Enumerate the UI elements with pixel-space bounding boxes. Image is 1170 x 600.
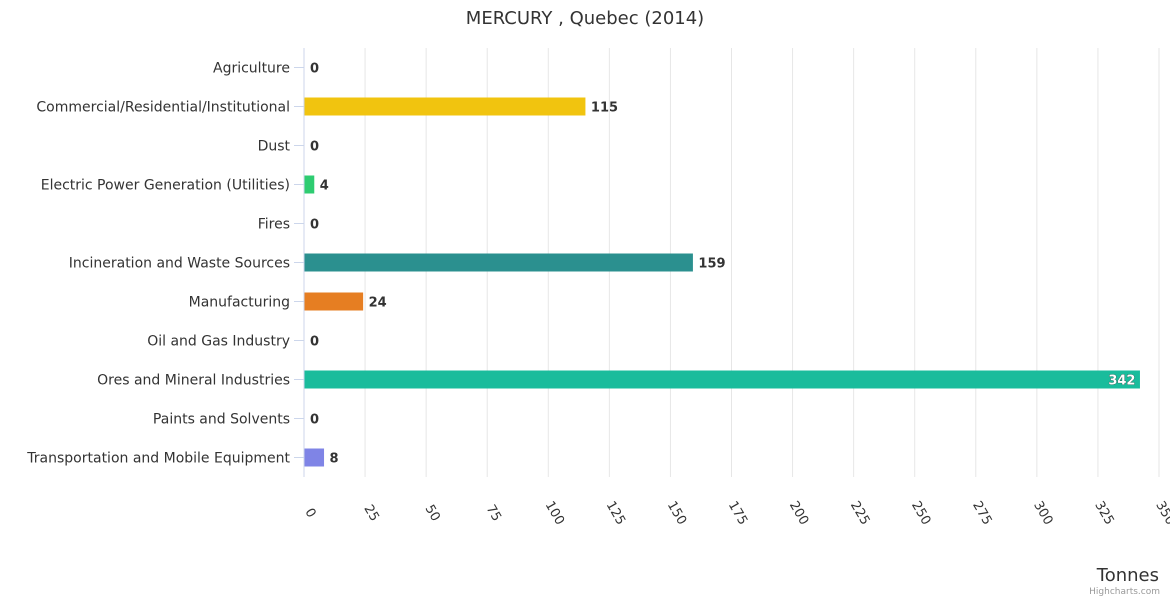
- tick-label: 200: [786, 499, 811, 528]
- data-label: 0: [310, 218, 319, 233]
- data-label: 4: [320, 179, 329, 194]
- bar-series: [304, 97, 1140, 467]
- category-label: Electric Power Generation (Utilities): [41, 178, 290, 194]
- tick-label: 350: [1152, 499, 1170, 528]
- category-label: Oil and Gas Industry: [147, 334, 290, 350]
- data-label: 115: [591, 101, 618, 116]
- category-label: Transportation and Mobile Equipment: [26, 451, 290, 467]
- tick-label: 275: [969, 499, 994, 528]
- tick-label: 100: [542, 499, 567, 528]
- bar[interactable]: [304, 97, 586, 116]
- data-label: 0: [310, 413, 319, 428]
- bar[interactable]: [304, 253, 693, 272]
- category-label: Manufacturing: [189, 295, 290, 311]
- bar[interactable]: [304, 370, 1140, 389]
- category-label: Incineration and Waste Sources: [69, 256, 290, 272]
- data-label: 0: [310, 140, 319, 155]
- value-tick-labels: 0 25 50 75 100 125 150 175 200 225 250 275 300 325 350: [301, 499, 1170, 528]
- category-labels: Agriculture Commercial/Residential/Instit…: [26, 61, 304, 467]
- category-label: Ores and Mineral Industries: [97, 373, 290, 389]
- credits-link[interactable]: Highcharts.com: [1089, 587, 1160, 597]
- bar[interactable]: [304, 292, 364, 311]
- tick-label: 125: [603, 499, 628, 528]
- tick-label: 25: [360, 502, 381, 524]
- data-label: 24: [369, 296, 387, 311]
- tick-label: 50: [422, 502, 443, 524]
- data-label: 159: [698, 257, 725, 272]
- category-label: Agriculture: [213, 61, 290, 77]
- category-label: Paints and Solvents: [153, 412, 290, 428]
- category-label: Fires: [258, 217, 290, 233]
- bar[interactable]: [304, 175, 315, 194]
- bar[interactable]: [304, 448, 325, 467]
- value-axis-title: Tonnes: [1096, 565, 1159, 586]
- tick-label: 225: [847, 499, 872, 528]
- tick-label: 175: [725, 499, 750, 528]
- data-label: 8: [330, 452, 339, 467]
- tick-label: 150: [664, 499, 689, 528]
- tick-label: 300: [1030, 499, 1055, 528]
- tick-label: 250: [908, 499, 933, 528]
- data-label: 342: [1108, 374, 1135, 389]
- chart-title: MERCURY , Quebec (2014): [466, 8, 704, 29]
- tick-label: 75: [483, 502, 504, 524]
- tick-label: 325: [1091, 499, 1116, 528]
- category-label: Commercial/Residential/Institutional: [36, 100, 290, 116]
- data-label: 0: [310, 62, 319, 77]
- data-label: 0: [310, 335, 319, 350]
- category-label: Dust: [258, 139, 291, 155]
- data-labels: 0 115 0 4 0 159 24 0 342 0 8: [310, 62, 1136, 467]
- tick-label: 0: [301, 506, 318, 521]
